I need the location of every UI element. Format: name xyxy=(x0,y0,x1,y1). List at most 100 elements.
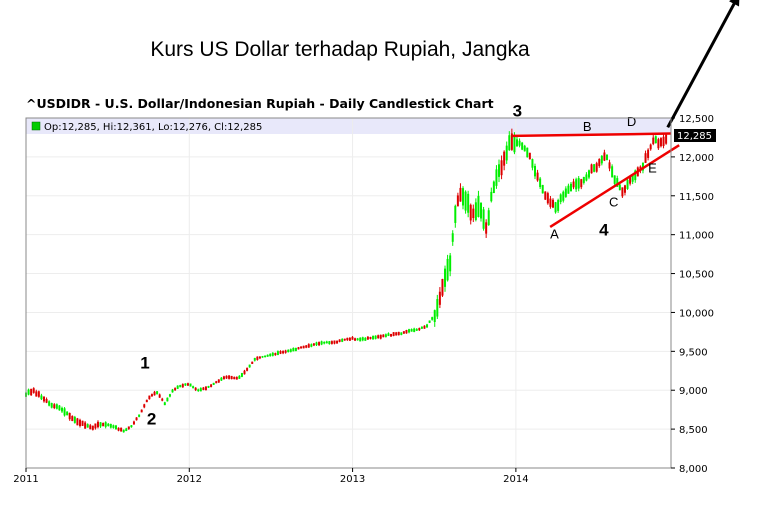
x-tick-label: 2014 xyxy=(503,474,528,485)
candle-body xyxy=(528,152,531,160)
y-tick-label: 11,000 xyxy=(679,231,714,242)
candle-body xyxy=(418,328,421,331)
candle-body xyxy=(171,389,174,393)
annotation-label: 4 xyxy=(599,220,609,239)
candle-body xyxy=(318,342,321,346)
candle-body xyxy=(42,396,45,402)
candle-body xyxy=(495,169,498,186)
last-value-label: 12,285 xyxy=(677,131,712,142)
candle-body xyxy=(45,399,48,403)
candle-body xyxy=(109,424,112,428)
candle-body xyxy=(204,386,207,391)
candle-body xyxy=(361,337,364,341)
candle-body xyxy=(513,135,516,153)
candle-body xyxy=(451,233,454,242)
y-tick-label: 9,500 xyxy=(679,347,708,358)
candle-body xyxy=(644,153,647,163)
candle-body xyxy=(626,179,629,189)
candle-body xyxy=(150,394,153,397)
candle-body xyxy=(269,353,272,357)
candle-body xyxy=(73,416,76,423)
candle-body xyxy=(89,425,92,430)
ohlc-legend-band xyxy=(26,118,671,134)
candle-body xyxy=(480,202,483,219)
candle-body xyxy=(60,407,63,412)
candle-body xyxy=(158,394,161,398)
candle-body xyxy=(657,139,660,149)
candle-body xyxy=(634,170,637,181)
candle-body xyxy=(35,391,38,397)
candle-body xyxy=(575,179,578,190)
candle-body xyxy=(647,149,650,158)
candle-body xyxy=(279,350,282,354)
candle-body xyxy=(426,324,429,328)
candle-body xyxy=(235,376,238,380)
candle-body xyxy=(415,328,418,331)
candle-body xyxy=(595,163,598,172)
x-tick-label: 2013 xyxy=(340,474,365,485)
candle-body xyxy=(68,412,71,420)
x-tick-label: 2011 xyxy=(13,474,38,485)
candle-body xyxy=(166,397,169,402)
candle-body xyxy=(228,375,231,379)
candle-body xyxy=(53,404,56,409)
candle-body xyxy=(487,210,490,226)
candle-body xyxy=(27,389,30,395)
candle-body xyxy=(438,291,441,305)
candle-body xyxy=(199,388,202,392)
candle-body xyxy=(665,134,668,144)
candle-body xyxy=(629,176,632,184)
candle-body xyxy=(102,422,105,427)
candle-body xyxy=(572,181,575,188)
candle-body xyxy=(603,152,606,161)
candle-body xyxy=(266,354,269,357)
candle-body xyxy=(192,386,195,389)
candle-body xyxy=(580,179,583,188)
candle-body xyxy=(405,330,408,334)
candle-body xyxy=(333,340,336,344)
candle-body xyxy=(498,164,501,177)
candle-body xyxy=(246,368,249,371)
arrow-head xyxy=(729,0,740,7)
candle-body xyxy=(608,162,611,169)
candle-body xyxy=(521,142,524,150)
candle-body xyxy=(140,409,143,413)
candle-body xyxy=(161,398,164,401)
candle-body xyxy=(379,334,382,339)
candle-body xyxy=(456,195,459,207)
annotation-label: 1 xyxy=(140,353,149,372)
candle-body xyxy=(526,147,529,158)
candle-body xyxy=(400,332,403,335)
candle-body xyxy=(382,334,385,338)
candle-body xyxy=(431,317,434,320)
candle-body xyxy=(567,185,570,194)
candle-body xyxy=(138,414,141,417)
candle-body xyxy=(238,375,241,379)
candle-body xyxy=(446,258,449,281)
candle-body xyxy=(243,370,246,375)
candle-body xyxy=(397,331,400,336)
candle-body xyxy=(71,416,74,422)
candle-body xyxy=(474,202,477,221)
candle-body xyxy=(307,344,310,348)
candle-body xyxy=(78,419,81,427)
candle-body xyxy=(449,255,452,272)
candle-body xyxy=(122,429,125,433)
candle-body xyxy=(104,422,107,427)
candle-body xyxy=(467,193,470,213)
candle-body xyxy=(258,356,261,359)
ohlc-legend-swatch xyxy=(31,121,41,131)
candle-body xyxy=(590,164,593,174)
candle-body xyxy=(551,199,554,208)
candle-body xyxy=(510,133,513,150)
candle-body xyxy=(135,417,138,421)
candle-body xyxy=(202,387,205,390)
candle-body xyxy=(623,185,626,193)
candle-body xyxy=(641,162,644,171)
candle-body xyxy=(132,421,135,425)
candle-body xyxy=(184,383,187,386)
candle-body xyxy=(271,352,274,356)
ohlc-legend: Op:12,285, Hi:12,361, Lo:12,276, Cl:12,2… xyxy=(44,122,262,133)
candle-body xyxy=(662,136,665,147)
